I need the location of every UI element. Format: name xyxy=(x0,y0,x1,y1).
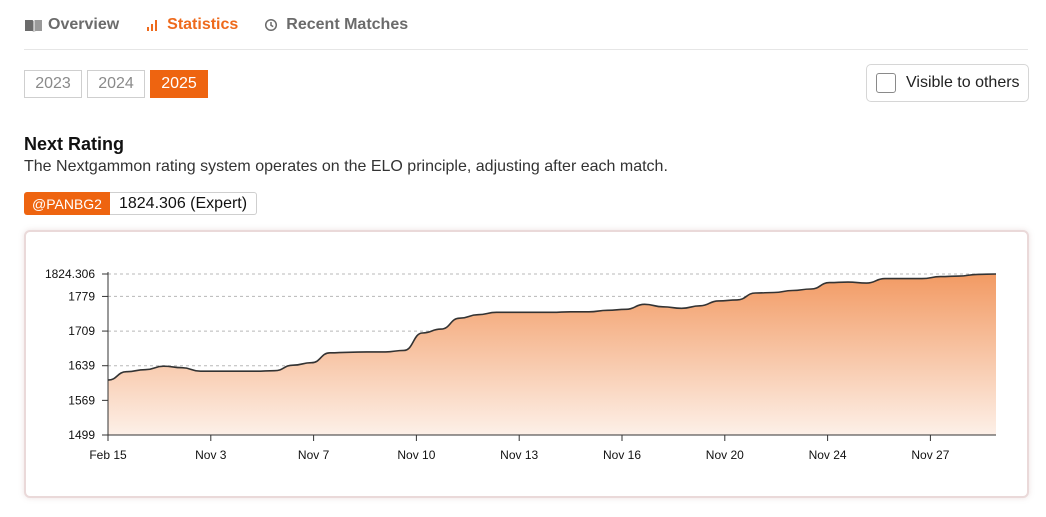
year-2025-button[interactable]: 2025 xyxy=(150,70,208,98)
rating-badge: @PANBG2 1824.306 (Expert) xyxy=(24,192,258,215)
bar-chart-icon xyxy=(143,17,161,33)
tab-statistics-label: Statistics xyxy=(167,16,239,33)
tab-bar: Overview Statistics Recent Matches xyxy=(24,14,1028,50)
history-icon xyxy=(262,17,280,33)
x-tick-label: Nov 7 xyxy=(298,448,330,462)
year-2024-button[interactable]: 2024 xyxy=(87,70,145,98)
x-tick-label: Nov 13 xyxy=(500,448,538,462)
badge-username: @PANBG2 xyxy=(24,192,110,215)
tab-overview[interactable]: Overview xyxy=(24,14,119,36)
year-2023-button[interactable]: 2023 xyxy=(24,70,82,98)
x-tick-label: Nov 10 xyxy=(397,448,435,462)
tab-recent-matches[interactable]: Recent Matches xyxy=(262,14,408,36)
tab-overview-label: Overview xyxy=(48,16,120,33)
rating-chart-card: 1824.306 1779 1709 1639 1569 1499 Feb 15 Nov 3 N… xyxy=(24,230,1029,498)
y-tick-label: 1639 xyxy=(68,359,95,373)
book-icon xyxy=(24,17,42,33)
section-description: The Nextgammon rating system operates on… xyxy=(24,158,668,175)
y-tick-label: 1779 xyxy=(68,289,95,303)
y-tick-label: 1709 xyxy=(68,324,95,338)
tab-recent-matches-label: Recent Matches xyxy=(286,16,409,33)
x-tick-label: Feb 15 xyxy=(89,448,127,462)
year-selector: 2023 2024 2025 xyxy=(24,70,208,98)
series-line xyxy=(107,273,997,381)
x-tick-label: Nov 27 xyxy=(911,448,949,462)
y-tick-label: 1499 xyxy=(68,428,95,442)
series-area xyxy=(108,274,996,435)
section-title: Next Rating xyxy=(24,134,125,154)
x-tick-label: Nov 3 xyxy=(195,448,227,462)
x-tick-label: Nov 20 xyxy=(706,448,744,462)
x-tick-label: Nov 16 xyxy=(603,448,641,462)
tab-statistics[interactable]: Statistics xyxy=(143,14,238,36)
visible-to-others-label: Visible to others xyxy=(906,74,1020,91)
visible-to-others-checkbox[interactable] xyxy=(876,73,896,93)
y-tick-label: 1824.306 xyxy=(45,267,95,281)
badge-rating-value: 1824.306 (Expert) xyxy=(109,192,258,215)
y-tick-label: 1569 xyxy=(68,393,95,407)
rating-chart: 1824.306 1779 1709 1639 1569 1499 Feb 15 Nov 3 N… xyxy=(45,267,997,462)
x-tick-label: Nov 24 xyxy=(809,448,847,462)
visible-to-others-toggle[interactable]: Visible to others xyxy=(866,64,1029,102)
